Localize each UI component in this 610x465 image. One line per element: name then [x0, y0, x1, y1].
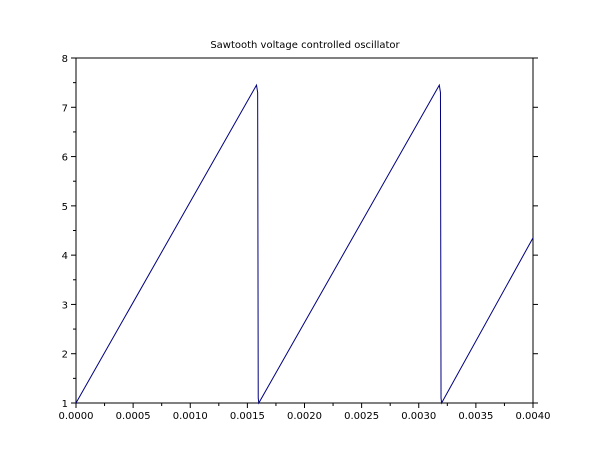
series-layer	[75, 83, 534, 405]
x-tick-label: 0.0030	[401, 411, 436, 422]
y-tick-label: 4	[62, 251, 68, 262]
x-tick-label: 0.0010	[173, 411, 208, 422]
series-line	[75, 83, 534, 405]
y-tick-label: 2	[62, 350, 68, 361]
x-tick-label: 0.0025	[344, 411, 379, 422]
x-tick-label: 0.0020	[287, 411, 322, 422]
x-tick-label: 0.0015	[230, 411, 265, 422]
y-tick-label: 8	[62, 54, 68, 65]
y-tick-label: 5	[62, 202, 68, 213]
y-tick-label: 3	[62, 300, 68, 311]
x-axis: 0.0000 0.0005 0.0010 0.0015 0.0020 0.0025 0.00…	[59, 403, 551, 422]
y-axis: 1 2 3 4 5 6 7 8	[62, 54, 538, 410]
y-tick-label: 7	[62, 103, 68, 114]
y-tick-label: 6	[62, 153, 68, 164]
x-tick-label: 0.0005	[116, 411, 151, 422]
x-tick-label: 0.0040	[516, 411, 551, 422]
chart-title: Sawtooth voltage controlled oscillator	[210, 40, 400, 51]
x-tick-label: 0.0035	[458, 411, 493, 422]
y-tick-label: 1	[62, 399, 68, 410]
plot-frame	[75, 57, 534, 404]
x-tick-label: 0.0000	[59, 411, 94, 422]
